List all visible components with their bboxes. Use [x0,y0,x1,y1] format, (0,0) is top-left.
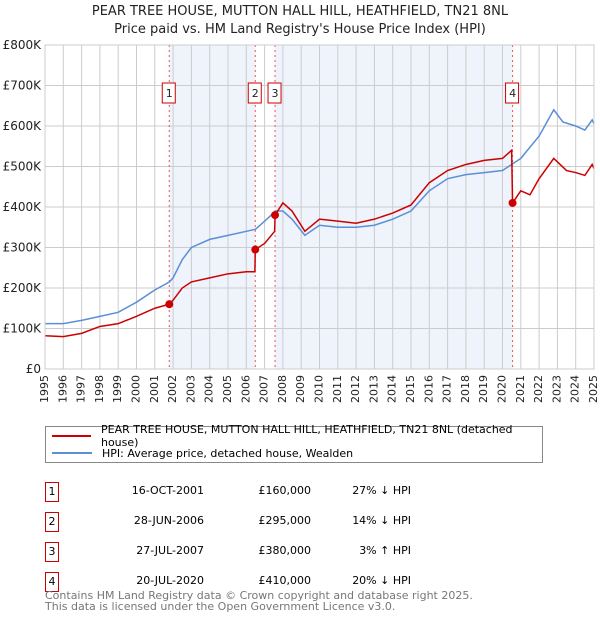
sale-point [508,198,517,207]
sale-date: 27-JUL-2007 [136,544,204,557]
sale-price: £160,000 [258,484,312,497]
sale-price: £380,000 [258,544,312,557]
y-tick-label: £800K [3,38,43,52]
x-tick-label: 2020 [496,375,509,403]
x-tick-label: 2023 [550,375,563,403]
x-tick-label: 2013 [367,375,380,403]
x-tick-label: 2019 [477,375,490,403]
x-tick-label: 2015 [404,375,417,403]
legend-swatch-blue [52,452,92,454]
sale-date: 20-JUL-2020 [136,574,204,587]
y-tick-label: £0 [26,362,41,376]
x-tick-label: 2017 [441,375,454,403]
sale-price: £410,000 [258,574,312,587]
sale-hpi-diff: 3% ↑ HPI [359,544,411,557]
x-tick-label: 1995 [38,375,51,403]
plot-border [44,44,595,370]
x-tick-label: 2000 [130,375,143,403]
x-tick-label: 2021 [514,375,527,403]
x-tick-label: 2018 [459,375,472,403]
sale-date: 16-OCT-2001 [131,484,204,497]
y-tick-label: £300K [3,241,43,255]
sale-label: 1 [166,87,173,100]
x-tick-label: 2009 [294,375,307,403]
x-tick-label: 2025 [587,375,600,403]
legend-label: HPI: Average price, detached house, Weal… [102,446,354,460]
footer-line: Contains HM Land Registry data © Crown c… [45,589,473,602]
x-tick-label: 2008 [276,375,289,403]
y-tick-label: £100K [3,322,43,336]
plot-area: 1995 1996 1997 1998 1999 2000 2001 2002 2003 2004… [3,38,600,403]
footer-line: This data is licensed under the Open Gov… [45,600,396,613]
legend-label: PEAR TREE HOUSE, MUTTON HALL HILL, HEATH… [100,423,513,449]
x-tick-label: 2002 [166,375,179,403]
sale-number: 1 [45,482,59,502]
sale-hpi-diff: 14% ↓ HPI [352,514,411,527]
x-tick-label: 1996 [56,375,69,403]
sale-point [271,211,280,220]
x-tick-label: 2022 [532,375,545,403]
x-tick-label: 2007 [258,375,271,403]
x-tick-label: 2001 [148,375,161,403]
sale-hpi-diff: 20% ↓ HPI [352,574,411,587]
sale-point [165,300,174,309]
legend-swatch-red [52,435,91,437]
sale-label: 2 [252,87,259,100]
y-tick-label: £600K [3,119,43,133]
sale-number: 4 [45,572,59,592]
sale-hpi-diff: 27% ↓ HPI [352,484,411,497]
sale-point [251,245,260,254]
series-line [45,108,595,325]
x-tick-label: 1999 [111,375,124,403]
x-tick-label: 2010 [313,375,326,403]
sale-date: 28-JUN-2006 [133,514,204,527]
sale-label-box [505,82,520,104]
y-tick-label: £500K [3,160,43,174]
legend: PEAR TREE HOUSE, MUTTON HALL HILL, HEATH… [45,423,543,463]
x-tick-label: 2004 [203,375,216,403]
x-tick-label: 2024 [569,375,582,403]
x-tick-label: 1997 [75,375,88,403]
x-tick-label: 2014 [386,375,399,403]
chart-title: PEAR TREE HOUSE, MUTTON HALL HILL, HEATH… [91,4,509,19]
chart-subtitle: Price paid vs. HM Land Registry's House … [114,22,486,37]
legend-item-property: PEAR TREE HOUSE, MUTTON HALL HILL, HEATH… [52,423,542,449]
legend-item-hpi: HPI: Average price, detached house, Weal… [52,445,353,461]
sale-number: 3 [45,542,59,562]
sale-label-box [161,82,176,104]
sale-price: £295,000 [258,514,312,527]
sale-label: 4 [509,87,516,100]
x-tick-label: 2006 [239,375,252,403]
y-tick-label: £400K [3,200,43,214]
y-tick-label: £200K [3,281,43,295]
x-tick-label: 2016 [422,375,435,403]
y-tick-label: £700K [3,79,43,93]
x-tick-label: 1998 [93,375,106,403]
sale-label-box [247,82,262,104]
sale-number: 2 [45,512,59,532]
x-tick-label: 2003 [184,375,197,403]
x-tick-label: 2011 [331,375,344,403]
sale-label-box [267,82,282,104]
footer: Contains HM Land Registry data © Crown c… [45,590,473,612]
x-tick-label: 2005 [221,375,234,403]
x-tick-label: 2012 [349,375,362,403]
sale-label: 3 [272,87,279,100]
